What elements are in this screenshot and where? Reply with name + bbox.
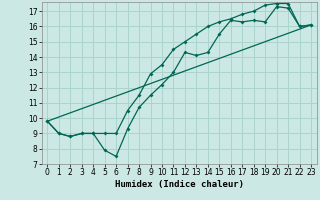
X-axis label: Humidex (Indice chaleur): Humidex (Indice chaleur) xyxy=(115,180,244,189)
